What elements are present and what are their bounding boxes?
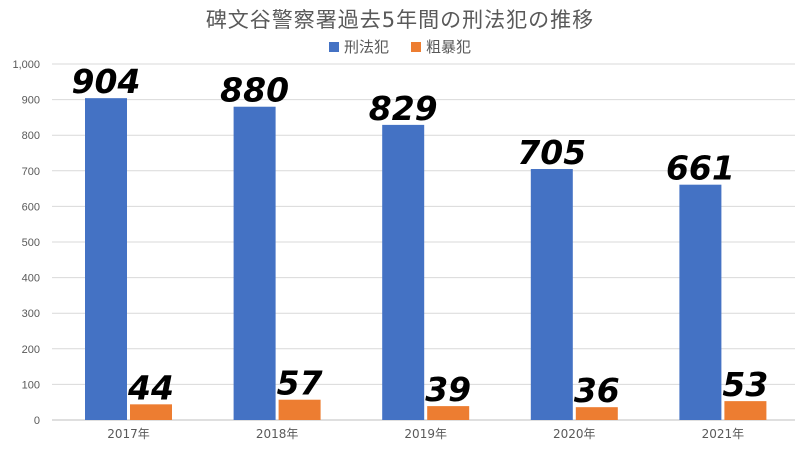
bar-series-1 xyxy=(382,124,425,420)
legend-entry-series-1: 刑法犯 xyxy=(328,36,389,57)
data-label: 44 xyxy=(127,368,174,407)
legend-label-series-1: 刑法犯 xyxy=(343,38,389,56)
y-tick-label: 200 xyxy=(22,344,40,356)
data-label: 57 xyxy=(277,364,323,403)
bar-series-1 xyxy=(233,106,276,420)
y-tick-label: 100 xyxy=(22,379,40,391)
y-tick-label: 600 xyxy=(22,201,40,213)
legend-swatch-series-1 xyxy=(328,41,339,52)
data-label: 705 xyxy=(517,133,586,172)
bar-series-1 xyxy=(530,169,573,420)
data-label: 36 xyxy=(574,371,620,410)
data-label: 53 xyxy=(722,365,768,404)
legend-label-series-2: 粗暴犯 xyxy=(426,38,472,56)
data-label: 661 xyxy=(666,149,735,188)
legend: 刑法犯 粗暴犯 xyxy=(0,36,800,57)
data-label: 829 xyxy=(369,89,438,128)
y-tick-label: 400 xyxy=(22,273,40,285)
y-tick-label: 500 xyxy=(22,237,40,249)
x-tick-label: 2017年 xyxy=(107,427,150,441)
y-tick-label: 800 xyxy=(22,130,40,142)
legend-swatch-series-2 xyxy=(411,41,421,52)
data-label: 39 xyxy=(425,370,471,409)
data-label: 880 xyxy=(220,71,289,110)
y-tick-label: 300 xyxy=(22,308,40,320)
legend-entry-series-2: 粗暴犯 xyxy=(411,36,471,57)
x-tick-label: 2020年 xyxy=(553,427,596,441)
bar-series-2 xyxy=(724,401,767,420)
x-tick-label: 2021年 xyxy=(702,427,745,441)
y-tick-label: 900 xyxy=(22,95,40,107)
x-tick-label: 2018年 xyxy=(256,427,299,441)
bar-series-2 xyxy=(278,399,321,420)
chart-title: 碑文谷警察署過去5年間の刑法犯の推移 xyxy=(205,8,595,32)
y-tick-label: 1,000 xyxy=(12,59,40,71)
y-tick-label: 0 xyxy=(34,415,40,427)
bar-series-2 xyxy=(130,404,172,420)
x-tick-label: 2019年 xyxy=(404,427,447,441)
bar-series-1 xyxy=(85,98,127,421)
bar-series-2 xyxy=(427,406,470,420)
bar-series-2 xyxy=(575,407,618,420)
y-tick-label: 700 xyxy=(22,166,40,178)
data-label: 904 xyxy=(72,62,141,101)
bar-series-1 xyxy=(679,184,722,420)
